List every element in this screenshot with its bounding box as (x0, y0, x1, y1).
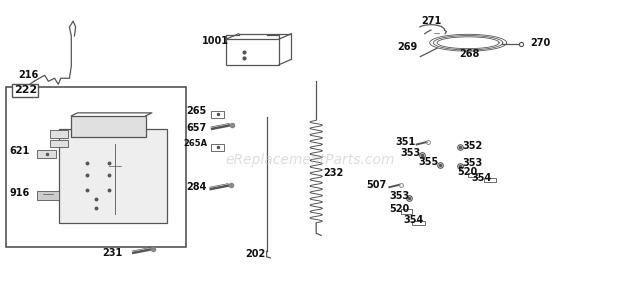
Text: 231: 231 (102, 248, 123, 259)
Bar (468, 173, 479, 177)
Text: 271: 271 (422, 16, 442, 26)
Text: 265: 265 (186, 106, 206, 116)
Text: 520: 520 (389, 204, 410, 214)
Text: 353: 353 (401, 147, 421, 158)
Bar (484, 178, 496, 182)
Text: 520: 520 (457, 167, 477, 177)
Bar (50, 140, 68, 147)
Text: 284: 284 (186, 182, 206, 192)
Bar (50, 130, 68, 138)
Bar (37, 191, 59, 200)
Text: 621: 621 (9, 146, 30, 156)
Bar (6, 87, 186, 247)
Text: 232: 232 (324, 168, 344, 178)
Bar (59, 129, 167, 223)
Bar (412, 221, 425, 225)
Bar (71, 116, 146, 137)
Text: eReplacementParts.com: eReplacementParts.com (225, 153, 395, 166)
Text: 916: 916 (9, 188, 30, 198)
Text: 265A: 265A (183, 139, 207, 148)
Text: 269: 269 (397, 42, 417, 52)
Text: 216: 216 (19, 70, 39, 80)
Bar (37, 150, 56, 158)
Text: 354: 354 (403, 215, 423, 225)
Text: 268: 268 (459, 49, 479, 59)
Text: 353: 353 (389, 191, 410, 201)
Bar (226, 39, 279, 65)
Text: 222: 222 (14, 85, 37, 95)
Text: 354: 354 (471, 172, 492, 183)
Text: 351: 351 (396, 137, 416, 147)
Text: 270: 270 (530, 38, 551, 48)
Text: 355: 355 (418, 157, 439, 167)
Text: 1001: 1001 (202, 36, 229, 46)
Text: 507: 507 (366, 180, 386, 190)
Text: 657: 657 (186, 123, 206, 133)
Text: 353: 353 (462, 158, 482, 168)
Text: 352: 352 (462, 141, 482, 151)
Bar (211, 144, 224, 151)
Bar (211, 111, 224, 118)
Text: 202: 202 (245, 249, 265, 259)
Bar (401, 209, 412, 214)
